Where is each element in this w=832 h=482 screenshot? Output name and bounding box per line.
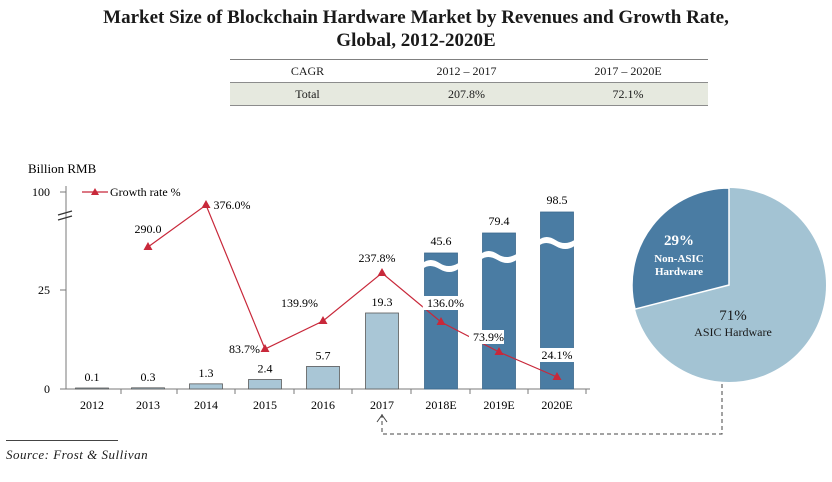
growth-rate-label: 83.7% <box>229 342 260 356</box>
bar <box>189 383 223 390</box>
x-tick-label: 2016 <box>311 398 335 412</box>
pie-label-non-asic-2: Hardware <box>655 266 703 278</box>
growth-rate-line <box>147 204 558 378</box>
cagr-row-label: Total <box>230 82 385 106</box>
bar <box>131 387 165 390</box>
growth-rate-label: 237.8% <box>359 251 396 265</box>
bar-value-label: 45.6 <box>431 234 452 248</box>
x-tick-label: 2017 <box>370 398 394 412</box>
bar <box>365 312 399 390</box>
bar <box>306 366 340 390</box>
bar-value-label: 79.4 <box>489 214 510 228</box>
bar-value-label: 98.5 <box>547 193 568 207</box>
pie-pct-non-asic: 29% <box>664 233 694 249</box>
growth-rate-label: 139.9% <box>281 296 318 310</box>
cagr-header-label: CAGR <box>230 59 385 83</box>
growth-rate-label: 376.0% <box>214 198 251 212</box>
growth-rate-marker <box>143 242 153 250</box>
x-tick-label: 2014 <box>194 398 218 412</box>
growth-rate-label: 136.0% <box>427 296 464 310</box>
growth-rate-marker <box>318 316 328 324</box>
connector-dashed-line <box>381 382 723 435</box>
x-tick-label: 2020E <box>541 398 572 412</box>
cagr-header-period-1: 2012 – 2017 <box>385 59 548 83</box>
bar-break <box>480 251 517 263</box>
y-axis-break <box>57 215 73 221</box>
growth-rate-marker <box>552 372 562 380</box>
bar-value-label: 0.1 <box>85 370 100 384</box>
growth-rate-marker <box>201 200 211 208</box>
growth-rate-label: 24.1% <box>542 348 573 362</box>
cagr-total-row: Total 207.8% 72.1% <box>230 82 708 106</box>
connector-arrow-head <box>376 414 388 423</box>
y-axis-break <box>57 210 73 216</box>
bar-break <box>538 237 575 249</box>
y-tick-label: 25 <box>38 283 50 297</box>
x-tick-label: 2013 <box>136 398 160 412</box>
bar-value-label: 1.3 <box>199 366 214 380</box>
title-line-1: Market Size of Blockchain Hardware Marke… <box>103 7 729 28</box>
y-axis-label: Billion RMB <box>28 161 97 176</box>
growth-rate-label: 73.9% <box>473 330 504 344</box>
pie-slice-non-asic <box>631 187 730 311</box>
pie-label-asic: ASIC Hardware <box>694 325 772 339</box>
source-note: Source: Frost & Sullivan <box>6 447 149 462</box>
bar-value-label: 2.4 <box>258 361 273 375</box>
bar-value-label: 5.7 <box>316 348 331 362</box>
bar <box>248 379 282 390</box>
growth-rate-marker <box>436 317 446 325</box>
cagr-table: CAGR 2012 – 2017 2017 – 2020E Total 207.… <box>230 59 708 106</box>
x-tick-label: 2018E <box>425 398 456 412</box>
growth-rate-marker <box>494 347 504 355</box>
growth-rate-label-bg <box>469 330 504 344</box>
growth-rate-marker <box>260 344 270 352</box>
bar-value-label: 19.3 <box>372 295 393 309</box>
growth-rate-label-bg <box>539 348 575 362</box>
x-tick-label: 2019E <box>483 398 514 412</box>
y-tick-label: 100 <box>32 185 50 199</box>
growth-rate-marker <box>377 268 387 276</box>
y-tick-label: 0 <box>44 382 50 396</box>
bar-break <box>422 260 459 272</box>
title-line-2: Global, 2012-2020E <box>336 30 496 51</box>
pie-pct-asic: 71% <box>719 308 747 324</box>
growth-rate-label: 290.0 <box>135 222 162 236</box>
pie-label-non-asic-1: Non-ASIC <box>654 253 704 265</box>
legend-marker <box>91 188 99 195</box>
bar-value-label: 0.3 <box>141 370 156 384</box>
cagr-value-period-1: 207.8% <box>385 82 548 106</box>
x-tick-label: 2015 <box>253 398 277 412</box>
growth-rate-label-bg <box>422 296 464 310</box>
cagr-value-period-2: 72.1% <box>548 82 708 106</box>
bar <box>75 387 109 390</box>
cagr-header-row: CAGR 2012 – 2017 2017 – 2020E <box>230 59 708 83</box>
x-tick-label: 2012 <box>80 398 104 412</box>
chart-title: Market Size of Blockchain Hardware Marke… <box>0 6 832 52</box>
cagr-header-period-2: 2017 – 2020E <box>548 59 708 83</box>
legend-label: Growth rate % <box>110 185 181 199</box>
source-rule <box>6 440 118 441</box>
